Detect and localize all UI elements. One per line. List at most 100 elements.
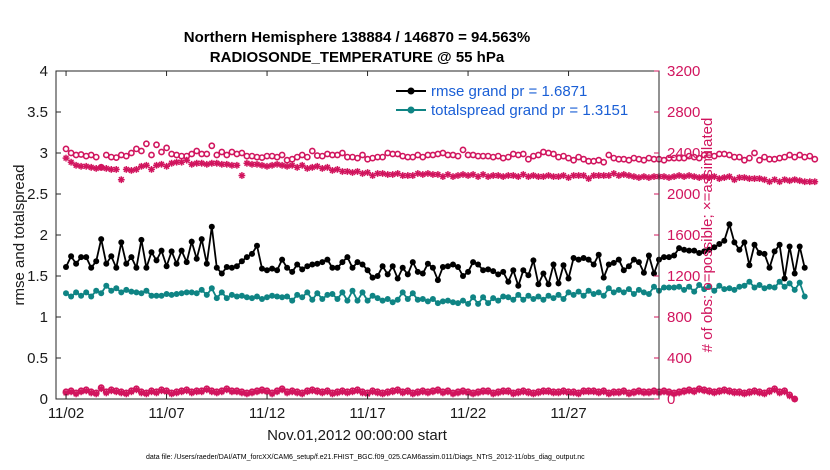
series-rmse-point (243, 254, 250, 261)
series-rmse-point (756, 250, 763, 256)
series-possible-point (550, 150, 557, 158)
series-assimilated-bottom-point (791, 395, 799, 403)
series-assimilated-bottom-point (183, 387, 191, 395)
series-totalspread-point (766, 283, 773, 290)
series-rmse-point (475, 261, 482, 268)
series-totalspread-point (605, 285, 612, 292)
series-assimilated-point (615, 172, 623, 179)
series-rmse-point (691, 247, 698, 254)
series-totalspread-point (98, 290, 105, 297)
series-rmse-point (93, 258, 100, 265)
series-possible-point (695, 154, 703, 162)
series-totalspread-point (354, 297, 361, 304)
series-rmse-point (726, 221, 733, 228)
series-rmse-point (203, 260, 210, 267)
series-totalspread-point (319, 296, 326, 302)
series-assimilated-point (640, 173, 648, 180)
series-assimilated-point (439, 173, 447, 180)
series-assimilated-point (741, 174, 748, 181)
series-assimilated-bottom-point (92, 390, 100, 398)
series-assimilated-bottom-point (168, 390, 175, 398)
series-assimilated-point (203, 160, 211, 168)
series-assimilated-point (344, 168, 351, 175)
series-assimilated-point (565, 174, 572, 181)
series-rmse-point (580, 255, 587, 261)
series-rmse-point (364, 267, 371, 274)
y-left-tick-label: 3.5 (27, 104, 48, 121)
y-left-tick-label: 2 (40, 227, 48, 244)
series-assimilated-point (720, 174, 728, 181)
series-assimilated-bottom-point (379, 390, 386, 398)
series-assimilated-bottom-point (625, 390, 633, 398)
series-assimilated-point (635, 174, 643, 181)
series-assimilated-bottom-point (107, 387, 115, 395)
series-totalspread-point (163, 291, 170, 297)
series-totalspread-point (450, 299, 456, 306)
series-assimilated-point (811, 178, 819, 186)
series-rmse-point (213, 264, 220, 271)
y-right-tick-label: 3200 (667, 63, 700, 80)
series-rmse-point (183, 259, 190, 266)
series-totalspread-point (701, 286, 708, 293)
y-axis-left: 0 0.5 1 1.5 2 2.5 3 3.5 4 (27, 63, 61, 408)
series-assimilated-bottom-point (369, 388, 376, 396)
series-rmse-point (284, 264, 291, 271)
x-tick-label: 11/17 (349, 405, 385, 422)
series-assimilated-bottom-point (700, 387, 708, 395)
series-totalspread-point (439, 298, 446, 305)
series-assimilated-point (489, 172, 497, 179)
series-totalspread-point (223, 295, 230, 302)
series-totalspread-point (304, 289, 311, 296)
series-assimilated-point (726, 173, 733, 180)
series-possible-point (122, 152, 130, 160)
series-assimilated-bottom-point (444, 388, 452, 396)
series-assimilated-point (444, 171, 452, 178)
series-totalspread-point (681, 286, 688, 293)
series-assimilated-bottom-point (615, 389, 623, 397)
series-assimilated-point (630, 173, 638, 180)
series-layer (62, 140, 819, 403)
series-totalspread-point (133, 289, 140, 296)
series-possible-point (504, 153, 512, 161)
series-assimilated-point (168, 159, 175, 167)
series-rmse-point (369, 274, 376, 281)
series-assimilated-bottom-point (293, 389, 301, 397)
series-rmse-point (696, 250, 703, 256)
series-rmse-point (671, 252, 678, 259)
series-possible-point (137, 147, 145, 155)
series-totalspread-point (63, 290, 69, 297)
series-assimilated-point (298, 161, 306, 169)
series-totalspread-point (294, 291, 301, 298)
series-rmse-point (254, 242, 260, 249)
series-assimilated-bottom-point (318, 389, 326, 397)
series-assimilated-bottom-point (514, 389, 522, 397)
series-totalspread-point (314, 290, 321, 297)
series-assimilated-point (424, 170, 432, 177)
series-totalspread-point (279, 294, 286, 301)
series-totalspread-point (299, 294, 306, 301)
series-rmse-point (666, 254, 672, 261)
series-totalspread-point (88, 293, 95, 300)
series-assimilated-bottom-point (489, 390, 497, 398)
series-assimilated-bottom-point (298, 390, 306, 398)
series-assimilated-point (143, 161, 150, 169)
series-assimilated-point (329, 167, 336, 174)
series-rmse-point (721, 237, 728, 244)
series-assimilated-bottom-point (243, 390, 251, 398)
series-totalspread-point (309, 296, 316, 303)
series-assimilated-bottom-point (303, 388, 311, 396)
series-assimilated-bottom-point (545, 388, 552, 396)
series-assimilated-point (82, 162, 90, 170)
series-totalspread-point (349, 287, 356, 294)
series-assimilated-point (660, 173, 668, 180)
series-totalspread-point (565, 289, 572, 296)
series-totalspread-point (580, 292, 587, 299)
series-possible-point (746, 154, 753, 162)
series-rmse-point (178, 247, 185, 254)
series-totalspread-point (168, 291, 175, 298)
series-assimilated-point (97, 163, 105, 171)
series-possible-point (148, 151, 155, 159)
y-axis-left-label: rmse and totalspread (11, 165, 28, 306)
series-possible-point (756, 156, 763, 164)
y-left-tick-label: 1.5 (27, 268, 48, 285)
